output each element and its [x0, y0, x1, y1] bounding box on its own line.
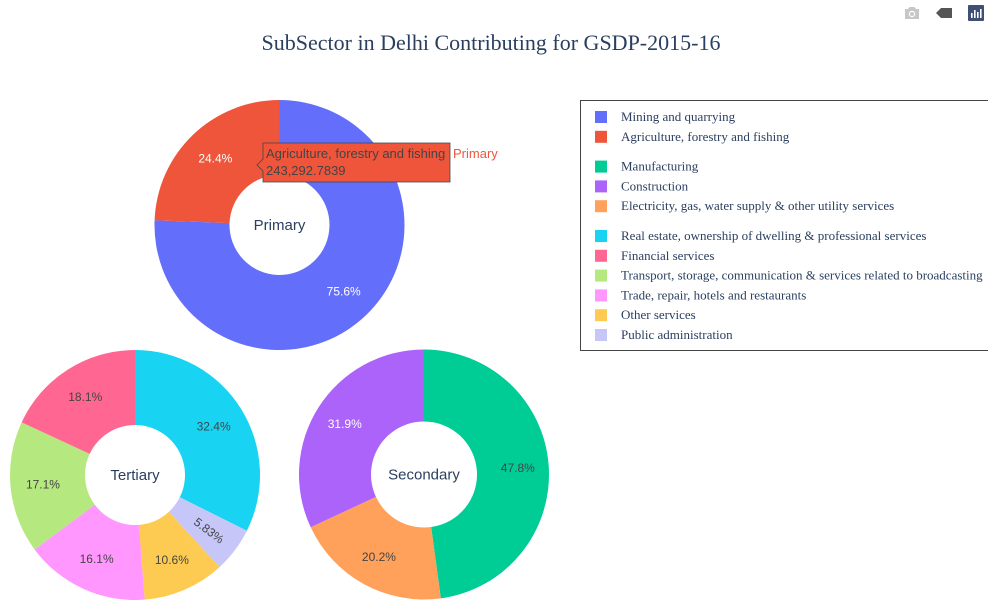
legend-swatch: [595, 249, 607, 262]
legend-label: Financial services: [621, 248, 715, 263]
camera-icon[interactable]: [900, 4, 924, 22]
pie-center-label: Primary: [254, 217, 306, 234]
slice-percent-label: 18.1%: [68, 390, 102, 404]
legend-item-electricity-gas-water-supply-and-other-utility-services[interactable]: Electricity, gas, water supply & other u…: [595, 198, 894, 213]
slice-percent-label: 31.9%: [328, 417, 362, 431]
pie-slice-financial-services[interactable]: [21, 350, 135, 454]
legend-swatch: [595, 180, 607, 193]
pie-tertiary: 32.4%5.83%10.6%16.1%17.1%18.1%Tertiary: [9, 350, 260, 600]
legend-item-mining-and-quarrying[interactable]: Mining and quarrying: [595, 109, 736, 124]
legend-label: Mining and quarrying: [621, 109, 736, 124]
slice-percent-label: 20.2%: [362, 550, 396, 564]
slice-percent-label: 17.1%: [26, 477, 60, 491]
legend-label: Construction: [621, 178, 689, 193]
slice-percent-label: 24.4%: [198, 151, 232, 165]
legend-item-construction[interactable]: Construction: [595, 178, 689, 193]
legend-item-other-services[interactable]: Other services: [595, 307, 696, 322]
modebar: [900, 4, 988, 22]
legend-swatch: [595, 200, 607, 213]
legend-label: Trade, repair, hotels and restaurants: [621, 287, 806, 302]
tooltip-value: 243,292.7839: [266, 163, 346, 178]
legend-swatch: [595, 111, 607, 123]
pie-slice-agriculture-forestry-and-fishing[interactable]: [154, 100, 280, 224]
legend: Mining and quarrying Agriculture, forestr…: [580, 100, 988, 351]
legend-item-manufacturing[interactable]: Manufacturing: [595, 159, 699, 174]
legend-swatch: [595, 329, 607, 341]
tooltip-trace-name: Primary: [453, 146, 498, 161]
slice-percent-label: 75.6%: [327, 285, 361, 299]
pie-slice-electricity-gas-water-supply-and-other-utility-services[interactable]: [310, 496, 441, 600]
legend-label: Manufacturing: [621, 159, 699, 174]
legend-swatch: [595, 230, 607, 242]
legend-label: Agriculture, forestry and fishing: [621, 129, 790, 144]
pie-slice-real-estate-ownership-of-dwelling-and-professional-services[interactable]: [135, 350, 260, 531]
slice-percent-label: 32.4%: [197, 419, 231, 433]
slice-percent-label: 10.6%: [155, 553, 189, 567]
pie-charts: 75.6%24.4%Primary32.4%5.83%10.6%16.1%17.…: [9, 100, 549, 600]
chart-title: SubSector in Delhi Contributing for GSDP…: [262, 30, 721, 55]
pie-slice-trade-repair-hotels-and-restaurants[interactable]: [34, 504, 145, 600]
legend-item-agriculture-forestry-and-fishing[interactable]: Agriculture, forestry and fishing: [595, 129, 790, 144]
legend-label: Public administration: [621, 327, 733, 342]
pie-center-label: Tertiary: [110, 467, 160, 484]
hover-tooltip: Agriculture, forestry and fishing 243,292…: [256, 142, 498, 183]
legend-swatch: [595, 289, 607, 302]
legend-swatch: [595, 130, 607, 143]
tooltip-box: [256, 142, 451, 183]
slice-percent-label: 16.1%: [80, 552, 114, 566]
pie-slice-public-administration[interactable]: [168, 497, 247, 568]
pie-slice-other-services[interactable]: [138, 511, 220, 600]
slice-percent-label: 47.8%: [501, 461, 535, 475]
legend-box: [580, 100, 988, 351]
legend-swatch: [595, 309, 607, 322]
legend-label: Transport, storage, communication & serv…: [621, 268, 983, 283]
legend-item-public-administration[interactable]: Public administration: [595, 327, 733, 342]
tag-icon[interactable]: [932, 4, 956, 22]
legend-item-real-estate-ownership-of-dwelling-and-professional-services[interactable]: Real estate, ownership of dwelling & pro…: [595, 228, 926, 243]
legend-label: Real estate, ownership of dwelling & pro…: [621, 228, 926, 243]
legend-label: Electricity, gas, water supply & other u…: [621, 198, 894, 213]
pie-center-label: Secondary: [388, 467, 460, 484]
legend-item-financial-services[interactable]: Financial services: [595, 248, 715, 263]
legend-swatch: [595, 269, 607, 282]
legend-item-transport-storage-communication-and-services-related-to-broadcasting[interactable]: Transport, storage, communication & serv…: [595, 268, 983, 283]
pie-slice-construction[interactable]: [299, 349, 424, 528]
plotly-logo-icon[interactable]: [964, 4, 988, 22]
tooltip-label: Agriculture, forestry and fishing: [266, 146, 445, 161]
pie-primary: 75.6% 24.4% Primary: [154, 100, 405, 350]
legend-swatch: [595, 160, 607, 173]
pie-secondary: 47.8% 20.2% 31.9% Secondary: [299, 349, 549, 600]
legend-item-trade-repair-hotels-and-restaurants[interactable]: Trade, repair, hotels and restaurants: [595, 287, 806, 302]
pie-slice-transport-storage-communication-and-services-related-to-broadcasting[interactable]: [9, 422, 95, 550]
pie-slice-manufacturing[interactable]: [424, 349, 549, 599]
legend-label: Other services: [621, 307, 696, 322]
